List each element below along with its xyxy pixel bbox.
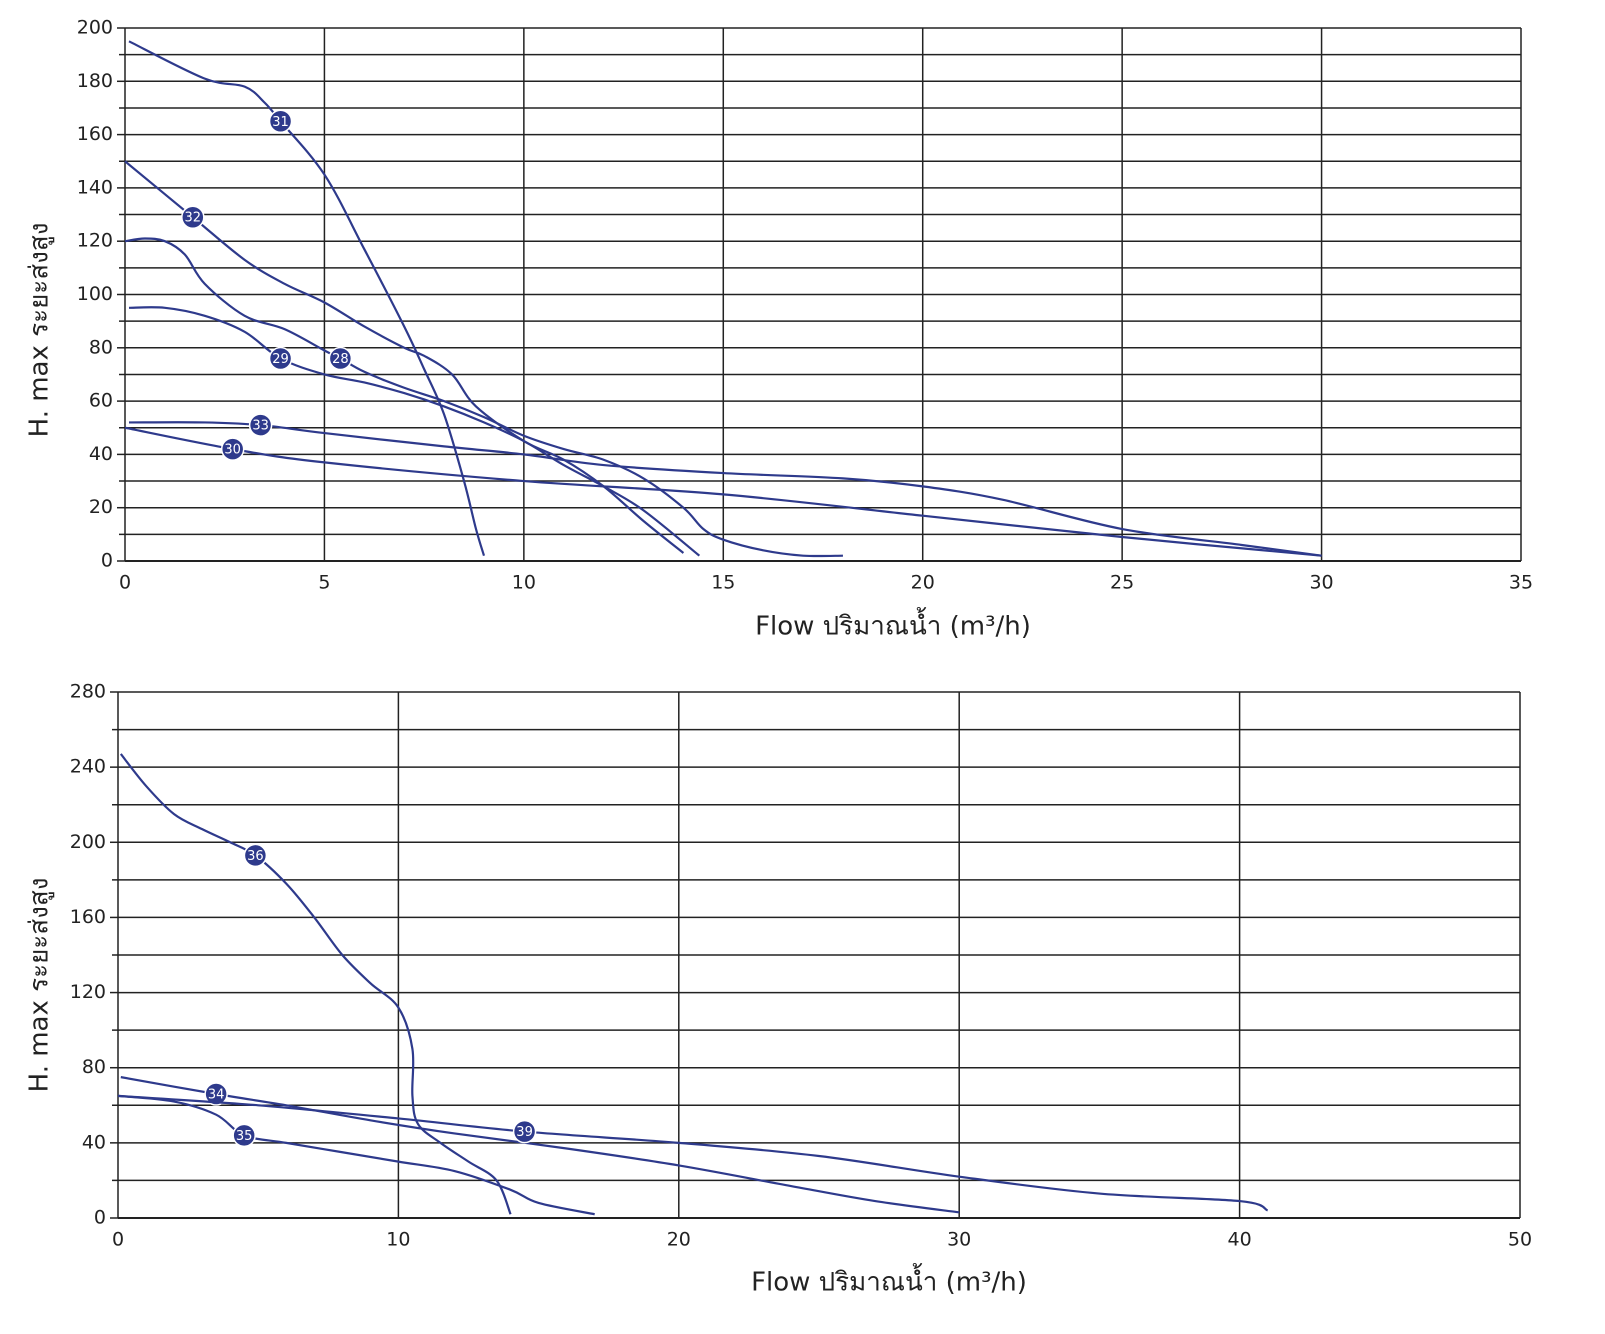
curve-label-badge [220,437,245,461]
curve-label-badge [204,1082,228,1106]
curve-label: 32 [185,211,202,226]
y-tick-label: 160 [77,123,113,145]
y-tick-label: 280 [70,681,106,703]
y-tick-label: 120 [77,230,113,252]
y-tick-label: 100 [77,283,113,305]
x-tick-label: 20 [911,572,935,594]
x-tick-label: 0 [119,572,131,594]
curve-label: 39 [516,1125,533,1140]
curve-label: 29 [272,352,289,367]
y-tick-label: 40 [89,443,113,465]
y-tick-label: 60 [89,390,113,412]
curve-label-badge [268,346,293,371]
curve [128,306,701,557]
curve-label: 33 [252,419,269,434]
y-tick-label: 0 [94,1207,106,1229]
curve [128,421,1322,557]
curve [119,753,512,1215]
curve [124,237,843,558]
y-tick-label: 180 [77,70,113,92]
curve-label-badge [248,413,273,437]
y-tick-label: 20 [89,496,113,518]
curve-label: 36 [247,849,264,864]
x-tick-label: 15 [711,572,735,594]
y-tick-label: 200 [70,831,106,853]
y-tick-label: 0 [101,550,113,572]
curve-label: 31 [272,115,289,130]
curve-label-badge [328,346,353,371]
y-tick-label: 240 [70,756,106,778]
x-tick-label: 10 [386,1229,410,1251]
curve [124,160,685,554]
y-tick-label: 80 [89,336,113,358]
x-tick-label: 40 [1228,1229,1252,1251]
y-tick-label: 140 [77,176,113,198]
x-tick-label: 5 [318,572,330,594]
y-tick-label: 120 [70,981,106,1003]
curve-label-badge [181,205,205,229]
y-axis-title: H. max ระยะส่งสูง [25,878,55,1093]
x-tick-label: 0 [112,1229,124,1251]
curve [124,426,1322,557]
curve-label: 28 [332,352,349,367]
x-tick-label: 10 [512,572,536,594]
curve [117,1094,1269,1212]
x-tick-label: 25 [1110,572,1134,594]
curve-label: 35 [236,1129,253,1144]
x-tick-label: 30 [1309,572,1333,594]
curve-label: 34 [208,1088,225,1103]
x-tick-label: 35 [1509,572,1533,594]
chart: 0 20 40 60 80 100 120 140 160 180 200 0 5 10 15 20 25 30 3… [25,17,1534,642]
curve [117,1094,595,1216]
curve-label: 30 [224,443,241,458]
curve-label-badge [268,109,293,134]
curve-label-badge [512,1119,537,1144]
y-tick-label: 200 [77,17,113,39]
x-tick-label: 50 [1508,1229,1532,1251]
y-tick-label: 40 [82,1131,106,1153]
x-tick-label: 20 [667,1229,691,1251]
chart: 0 40 80 120 160 200 240 280 0 10 20 30 40 50 Flow ปริม… [25,681,1533,1298]
y-tick-label: 80 [82,1056,106,1078]
y-tick-label: 160 [70,906,106,928]
curve [128,40,486,556]
x-axis-title: Flow ปริมาณน้ำ (m³/h) [751,1263,1027,1298]
curve-label-badge [232,1123,256,1148]
x-axis-title: Flow ปริมาณน้ำ (m³/h) [755,607,1031,642]
y-axis-title: H. max ระยะส่งสูง [25,223,55,438]
curve-label-badge [243,843,268,868]
x-tick-label: 30 [947,1229,971,1251]
